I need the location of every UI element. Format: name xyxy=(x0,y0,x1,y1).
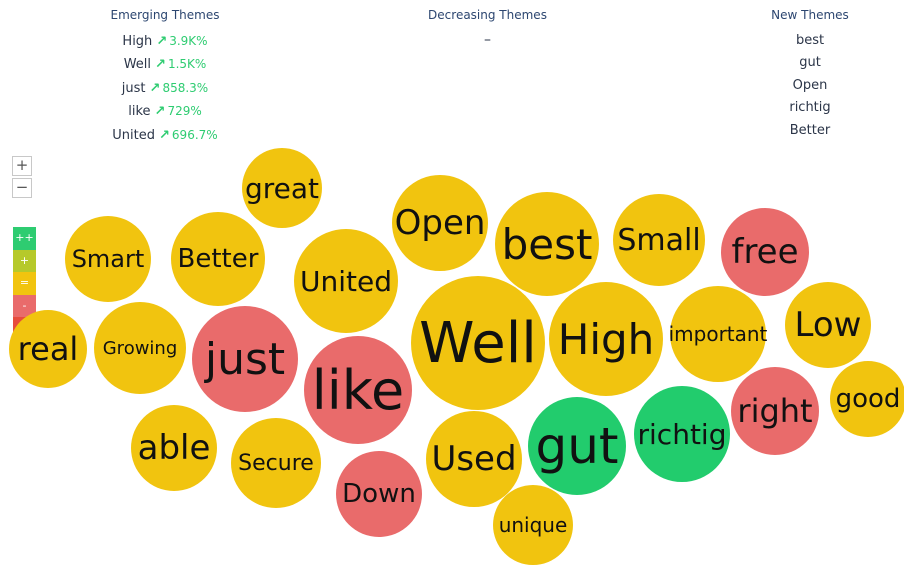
zoom-in-button[interactable]: + xyxy=(12,156,32,176)
theme-word: Well xyxy=(123,57,152,73)
word-bubble[interactable]: Secure xyxy=(231,418,321,508)
word-bubble[interactable]: good xyxy=(830,361,904,437)
word-bubble[interactable]: Growing xyxy=(94,302,186,394)
word-bubble[interactable]: unique xyxy=(493,485,573,565)
word-bubble[interactable]: important xyxy=(669,286,767,382)
decreasing-themes-title: Decreasing Themes xyxy=(428,8,547,22)
word-bubble[interactable]: High xyxy=(549,282,663,396)
word-bubble[interactable]: right xyxy=(731,367,819,455)
word-bubble[interactable]: Smart xyxy=(65,216,151,302)
theme-word: just xyxy=(121,80,146,96)
arrow-up-right-icon: ↗ xyxy=(156,34,168,49)
theme-word: High xyxy=(122,34,153,49)
emerging-themes-panel: Emerging Themes High ↗ 3.9K% Well ↗ 1.5K% ju… xyxy=(90,0,240,147)
emerging-themes-title: Emerging Themes xyxy=(110,8,220,22)
word-bubble[interactable]: Small xyxy=(613,194,705,286)
decreasing-themes-empty: – xyxy=(484,32,491,48)
arrow-up-right-icon: ↗ xyxy=(149,80,161,96)
legend-item[interactable]: - xyxy=(13,294,36,318)
theme-change: 1.5K% xyxy=(167,57,207,72)
word-bubble[interactable]: best xyxy=(495,192,599,296)
word-bubble[interactable]: real xyxy=(9,310,87,388)
theme-change: 3.9K% xyxy=(169,34,208,48)
new-themes-list: best gut Open richtig Better xyxy=(740,30,880,142)
theme-change: 729% xyxy=(167,104,202,119)
arrow-up-right-icon: ↗ xyxy=(155,57,166,73)
emerging-theme-item[interactable]: like ↗ 729% xyxy=(90,100,240,123)
theme-word: like xyxy=(128,104,151,120)
new-themes-panel: New Themes best gut Open richtig Better xyxy=(740,0,880,142)
emerging-theme-item[interactable]: High ↗ 3.9K% xyxy=(90,30,240,53)
theme-change: 858.3% xyxy=(162,80,209,95)
word-bubble[interactable]: Down xyxy=(336,451,422,537)
new-theme-item[interactable]: gut xyxy=(799,55,821,71)
emerging-theme-item[interactable]: United ↗ 696.7% xyxy=(90,124,240,147)
word-bubble[interactable]: Open xyxy=(392,175,488,271)
word-bubble[interactable]: just xyxy=(192,306,298,412)
legend-item[interactable]: ++ xyxy=(13,227,36,250)
word-bubble[interactable]: Better xyxy=(171,212,265,306)
word-bubble[interactable]: Used xyxy=(426,411,522,507)
word-bubble[interactable]: Well xyxy=(411,276,545,410)
theme-change: 696.7% xyxy=(171,127,218,142)
word-bubble[interactable]: free xyxy=(721,208,809,296)
legend-item[interactable]: + xyxy=(13,249,36,273)
emerging-theme-item[interactable]: just ↗ 858.3% xyxy=(90,77,240,100)
arrow-up-right-icon: ↗ xyxy=(159,127,170,143)
decreasing-themes-panel: Decreasing Themes – xyxy=(400,0,575,48)
theme-word: United xyxy=(112,127,156,143)
legend-item[interactable]: = xyxy=(13,272,36,295)
arrow-up-right-icon: ↗ xyxy=(154,104,166,120)
word-bubble[interactable]: able xyxy=(131,405,217,491)
word-bubble[interactable]: United xyxy=(294,229,398,333)
emerging-themes-list: High ↗ 3.9K% Well ↗ 1.5K% just ↗ 858.3% like ↗ 7… xyxy=(90,30,240,147)
zoom-out-button[interactable]: − xyxy=(12,178,32,198)
new-theme-item[interactable]: best xyxy=(795,33,825,48)
new-theme-item[interactable]: Open xyxy=(792,77,828,93)
new-theme-item[interactable]: richtig xyxy=(789,100,831,116)
word-bubble[interactable]: gut xyxy=(528,397,626,495)
emerging-theme-item[interactable]: Well ↗ 1.5K% xyxy=(90,53,240,76)
word-bubble[interactable]: like xyxy=(304,336,412,444)
word-bubble[interactable]: richtig xyxy=(634,386,730,482)
new-theme-item[interactable]: Better xyxy=(789,122,831,138)
new-themes-title: New Themes xyxy=(771,8,849,22)
word-bubble[interactable]: great xyxy=(242,148,322,228)
word-bubble[interactable]: Low xyxy=(785,282,871,368)
